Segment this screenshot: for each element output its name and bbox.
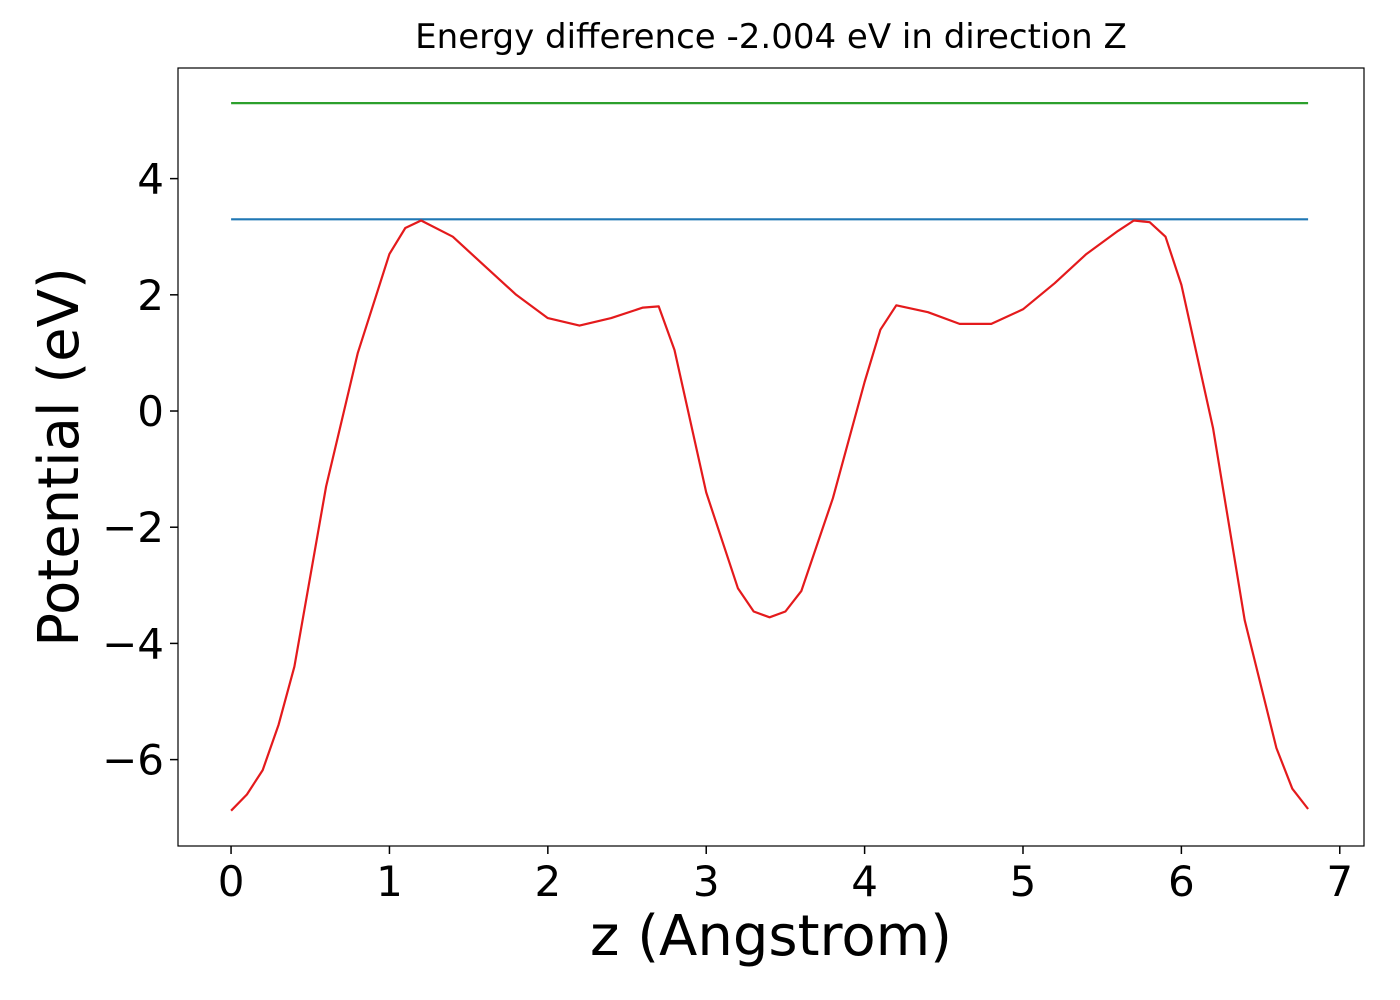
x-tick-label: 6 <box>1168 857 1195 906</box>
x-tick-label: 7 <box>1326 857 1353 906</box>
line-series <box>230 219 1309 812</box>
y-tick-label: 0 <box>137 387 164 436</box>
y-tick-label: −6 <box>102 736 164 785</box>
x-tick-label: 1 <box>376 857 403 906</box>
x-tick-label: 4 <box>851 857 878 906</box>
y-tick-label: −2 <box>102 503 164 552</box>
chart-title: Energy difference -2.004 eV in direction… <box>415 17 1127 57</box>
y-axis-label: Potential (eV) <box>27 267 92 647</box>
plot-frame <box>177 67 1365 847</box>
y-tick-label: −4 <box>102 619 164 668</box>
x-tick-label: 2 <box>534 857 561 906</box>
x-tick-label: 0 <box>218 857 245 906</box>
x-tick-label: 5 <box>1010 857 1037 906</box>
x-axis-label: z (Angstrom) <box>590 904 952 969</box>
x-tick-label: 3 <box>693 857 720 906</box>
y-tick-label: 2 <box>137 271 164 320</box>
y-tick-label: 4 <box>137 155 164 204</box>
